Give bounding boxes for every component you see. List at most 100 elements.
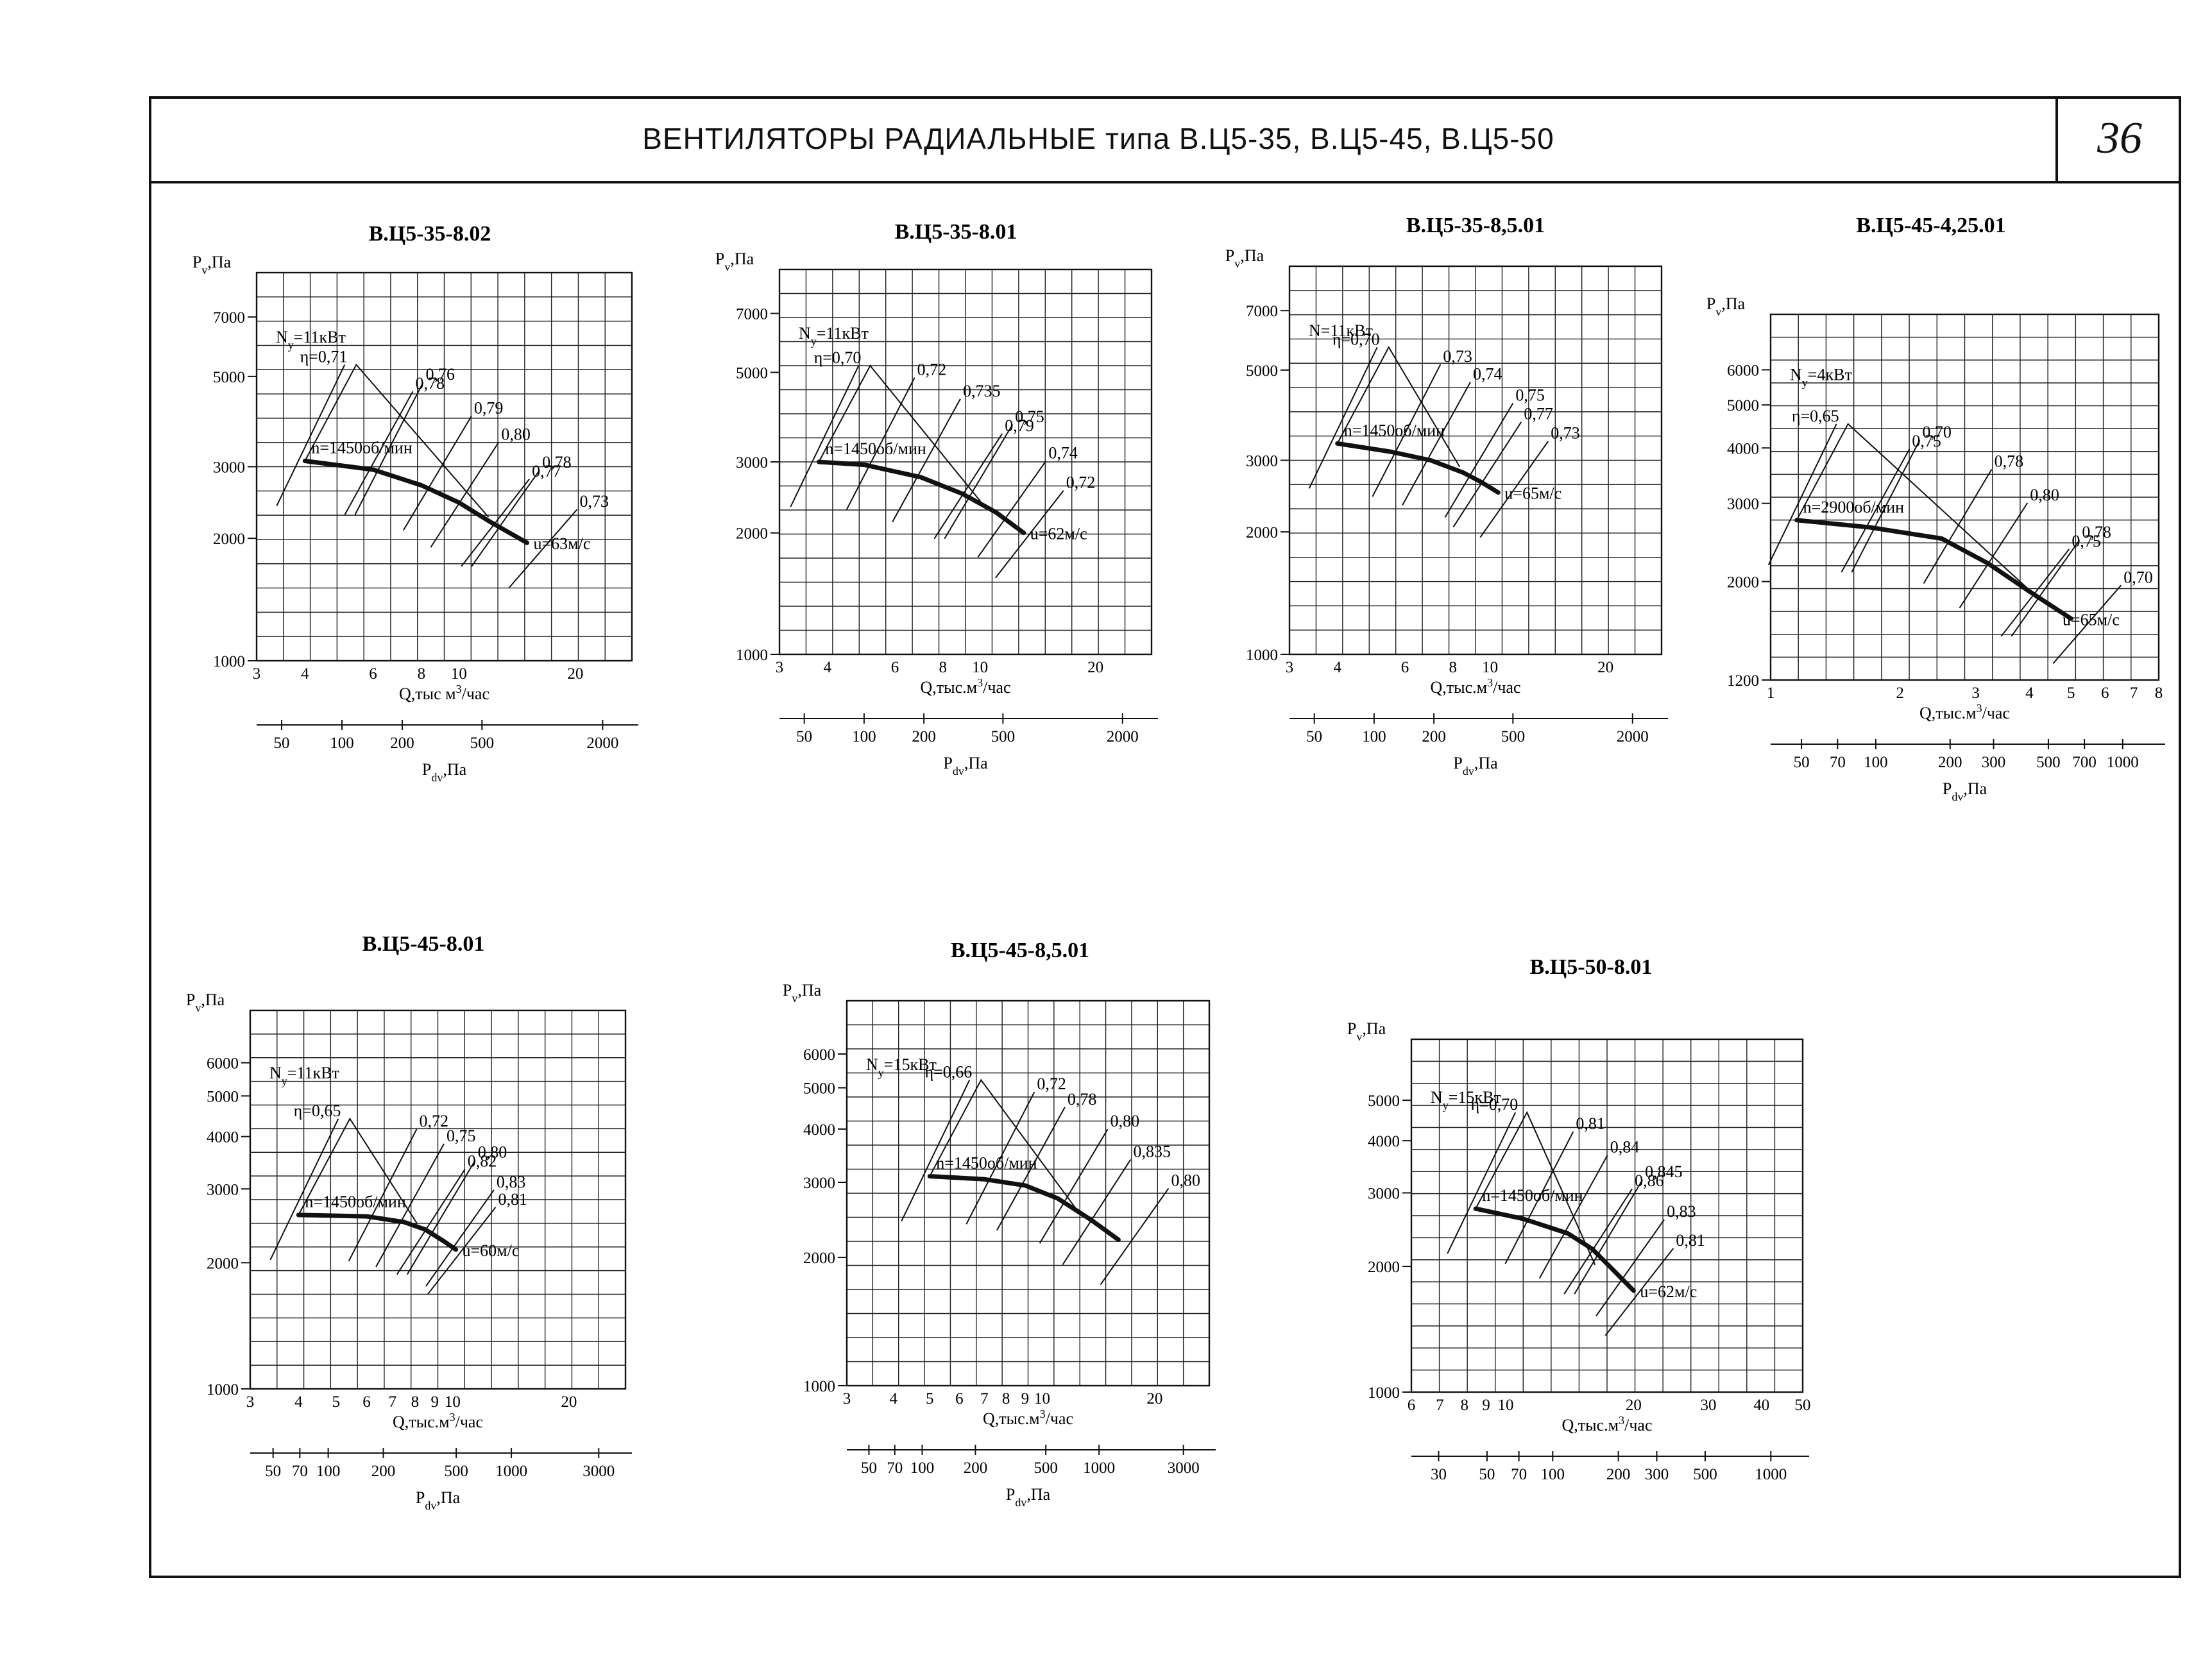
y-tick-label: 5000 <box>213 369 245 386</box>
efficiency-line <box>1563 1188 1633 1295</box>
tip-speed-label: u=63м/с <box>534 534 591 553</box>
y-tick-label: 5000 <box>1727 397 1759 414</box>
pdv-axis-label: Pdv,Па <box>1006 1485 1051 1509</box>
power-line <box>304 363 489 518</box>
curve-point <box>982 1177 987 1182</box>
x-tick-label: 40 <box>1753 1397 1769 1414</box>
x-tick-label: 20 <box>1146 1390 1162 1407</box>
pdv-tick-label: 70 <box>1511 1466 1527 1483</box>
x-tick-label: 6 <box>369 665 377 683</box>
x-tick-label: 6 <box>955 1390 964 1407</box>
efficiency-label: 0,80 <box>1110 1112 1140 1130</box>
y-tick-label: 3000 <box>1368 1185 1400 1202</box>
y-axis-label: Pv,Па <box>192 253 232 276</box>
pdv-tick-label: 50 <box>265 1463 281 1480</box>
curve-point <box>2069 616 2073 621</box>
pdv-tick-label: 500 <box>1034 1459 1058 1477</box>
x-tick-label: 20 <box>567 665 583 683</box>
x-tick-label: 20 <box>1087 659 1103 676</box>
efficiency-line <box>2052 584 2122 664</box>
x-tick-label: 4 <box>1333 659 1341 676</box>
efficiency-label: η=0,70 <box>1470 1095 1518 1114</box>
pdv-tick-label: 100 <box>852 728 876 745</box>
efficiency-label: 0,80 <box>1171 1171 1200 1189</box>
efficiency-label: 0,76 <box>426 365 455 384</box>
y-tick-label: 1000 <box>736 647 768 664</box>
chart-title: В.Ц5-35-8.01 <box>895 220 1017 244</box>
x-tick-label: 3 <box>1286 659 1294 676</box>
efficiency-line <box>1595 1219 1665 1316</box>
power-line <box>1336 346 1461 468</box>
x-tick-label: 50 <box>1795 1397 1811 1414</box>
x-tick-label: 8 <box>2155 684 2163 702</box>
chart-title: В.Ц5-45-4,25.01 <box>1856 214 2005 237</box>
x-tick-label: 6 <box>1408 1397 1416 1414</box>
efficiency-label: 0,72 <box>1037 1075 1066 1093</box>
efficiency-label: 0,80 <box>2030 486 2059 504</box>
curve-point <box>1939 536 1944 541</box>
chart-7: В.Ц5-50-8.01 1000 2000 3000 4000 5000 Pv,Па 6 7 8… <box>1347 955 1811 1483</box>
pdv-tick-label: 500 <box>1693 1466 1717 1483</box>
pdv-tick-label: 100 <box>330 735 354 752</box>
x-tick-label: 10 <box>445 1393 461 1411</box>
efficiency-line <box>348 1128 418 1262</box>
pdv-tick-label: 200 <box>371 1463 396 1480</box>
curve-point <box>1021 531 1026 535</box>
x-tick-label: 3 <box>1971 684 1980 702</box>
pdv-tick-label: 500 <box>991 728 1016 745</box>
efficiency-label: 0,78 <box>542 453 572 472</box>
efficiency-label: 0,80 <box>501 425 531 443</box>
speed-label: n=1450об/мин <box>936 1154 1037 1173</box>
pdv-tick-label: 30 <box>1431 1466 1447 1483</box>
efficiency-label: 0,75 <box>2072 532 2101 550</box>
efficiency-label: η=0,70 <box>814 348 862 367</box>
y-tick-label: 7000 <box>213 309 245 327</box>
y-axis-label: Pv,Па <box>1347 1019 1386 1043</box>
y-tick-label: 6000 <box>1727 362 1759 379</box>
y-tick-label: 7000 <box>736 306 768 323</box>
x-tick-label: 7 <box>389 1393 397 1411</box>
y-tick-label: 2000 <box>803 1250 835 1267</box>
x-tick-label: 9 <box>1482 1397 1490 1414</box>
pdv-tick-label: 3000 <box>1168 1459 1200 1477</box>
pdv-tick-label: 2000 <box>586 735 618 752</box>
curve-point <box>1521 1216 1526 1221</box>
x-tick-label: 10 <box>1034 1390 1050 1407</box>
efficiency-label: 0,73 <box>1443 347 1472 366</box>
x-tick-label: 8 <box>1461 1397 1469 1414</box>
curve-point <box>1023 1183 1027 1187</box>
pdv-tick-label: 100 <box>1864 754 1888 771</box>
pdv-axis-label: Pdv,Па <box>1453 754 1498 778</box>
x-tick-label: 1 <box>1767 684 1775 702</box>
pdv-tick-label: 2000 <box>1107 728 1139 745</box>
pressure-curve <box>1335 441 1501 495</box>
pdv-axis-label: Pdv,Па <box>422 760 467 784</box>
tip-speed-label: u=65м/с <box>1504 484 1561 503</box>
pdv-tick-label: 2000 <box>1617 728 1649 745</box>
efficiency-line <box>396 1169 466 1275</box>
efficiency-line <box>1039 1128 1109 1244</box>
efficiency-label: 0,72 <box>917 361 947 379</box>
y-tick-label: 1000 <box>803 1378 835 1395</box>
curve-point <box>1631 1288 1636 1293</box>
x-tick-label: 6 <box>362 1393 371 1411</box>
efficiency-line <box>403 415 472 531</box>
x-tick-label: 7 <box>2130 684 2138 702</box>
x-tick-label: 9 <box>1021 1390 1030 1407</box>
chart-1: В.Ц5-35-8.02 1000 2000 3000 5000 7000 Pv,Па 3 4 6… <box>192 222 638 784</box>
efficiency-label: 0,81 <box>498 1190 528 1209</box>
pdv-tick-label: 500 <box>444 1463 468 1480</box>
pdv-axis-label: Pdv,Па <box>416 1488 461 1512</box>
efficiency-label: η=0,65 <box>294 1101 341 1120</box>
x-axis-label: Q,тыс.м3/час <box>393 1411 483 1431</box>
power-label: Ny=15кВт <box>1431 1088 1501 1112</box>
pdv-tick-label: 1000 <box>495 1463 527 1480</box>
pdv-tick-label: 1000 <box>1083 1459 1115 1477</box>
chart-title: В.Ц5-45-8.01 <box>362 932 485 956</box>
efficiency-label: 0,74 <box>1473 365 1502 384</box>
x-tick-label: 5 <box>926 1390 934 1407</box>
efficiency-line <box>1479 441 1549 538</box>
efficiency-line <box>471 470 540 567</box>
x-tick-label: 5 <box>2067 684 2075 702</box>
